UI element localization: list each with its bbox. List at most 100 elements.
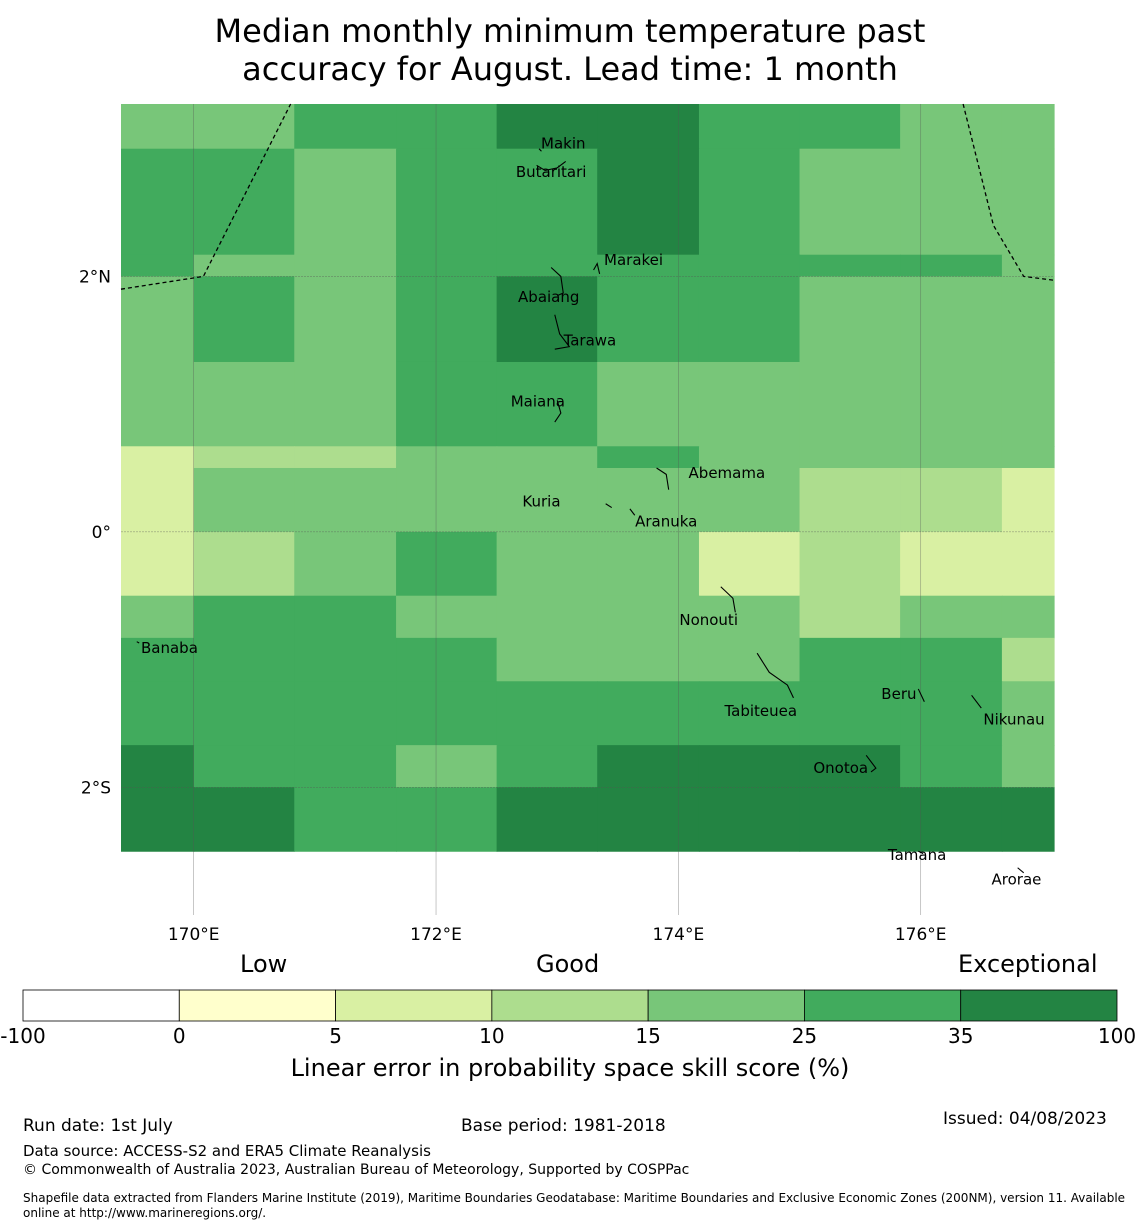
island-outline <box>971 694 982 709</box>
grid-cell <box>121 254 195 278</box>
legend-category-good: Good <box>536 950 600 978</box>
grid-cell <box>799 446 901 469</box>
base-period: Base period: 1981-2018 <box>461 1116 666 1136</box>
grid-cell <box>193 446 295 469</box>
grid-cell <box>597 446 700 469</box>
island-outline <box>865 755 877 773</box>
grid-cell <box>698 467 801 533</box>
grid-cell <box>193 148 295 256</box>
title-line-1: Median monthly minimum temperature past <box>214 12 926 50</box>
grid-cell <box>1001 531 1055 597</box>
island-outline <box>136 641 140 644</box>
grid-cell <box>799 148 901 256</box>
grid-cell <box>396 446 498 469</box>
grid-cell <box>193 361 295 447</box>
grid-cell <box>294 681 397 746</box>
grid-cell <box>1001 787 1055 852</box>
island-outline <box>656 467 670 490</box>
eez-boundaries <box>120 103 1055 290</box>
colorbar-tick-label: 5 <box>329 1024 342 1048</box>
grid-cell <box>1001 467 1055 533</box>
grid-cell <box>799 254 901 278</box>
grid-cell <box>698 148 801 256</box>
grid-cell <box>193 787 295 852</box>
grid-cell <box>900 254 1003 278</box>
grid-cell <box>294 446 397 469</box>
place-label: Abaiang <box>518 288 579 306</box>
grid-cell <box>294 595 397 639</box>
grid-cell <box>396 467 498 533</box>
grid-cell <box>597 104 700 150</box>
grid-cell <box>193 104 295 150</box>
grid-cell <box>1001 254 1055 278</box>
place-label: Kuria <box>522 492 560 510</box>
colorbar-tick-label: 10 <box>479 1024 505 1048</box>
place-label: Marakei <box>604 251 663 269</box>
grid-cell <box>121 467 195 533</box>
grid-cell <box>698 104 801 150</box>
grid-cell <box>597 531 700 597</box>
island-outline <box>1017 867 1025 874</box>
grid-cell <box>799 104 901 150</box>
grid-cell <box>597 595 700 639</box>
legend-category-exceptional: Exceptional <box>958 950 1098 978</box>
island-outline <box>629 508 636 516</box>
grid-cell <box>597 787 700 852</box>
grid-cell <box>294 361 397 447</box>
colorbar-swatch <box>335 989 493 1022</box>
colorbar-tick-label: -100 <box>0 1024 46 1048</box>
grid-cell <box>900 148 1003 256</box>
grid-cell <box>597 681 700 746</box>
grid-cell <box>900 637 1003 682</box>
grid-cell <box>294 531 397 597</box>
island-outline <box>536 161 567 171</box>
y-tick-label: 2°N <box>79 267 111 287</box>
grid-cell <box>396 148 498 256</box>
grid-cell <box>799 787 901 852</box>
map-title: Median monthly minimum temperature past … <box>0 12 1140 88</box>
grid-cell <box>799 745 901 788</box>
grid-cell <box>698 276 801 363</box>
grid-cell <box>496 595 598 639</box>
copyright: © Commonwealth of Australia 2023, Austra… <box>23 1162 690 1178</box>
place-label: Abemama <box>689 464 766 482</box>
grid-cell <box>193 745 295 788</box>
colorbar-tick-label: 0 <box>172 1024 186 1048</box>
island-outline <box>756 652 794 699</box>
grid-cell <box>121 276 195 363</box>
place-label: Tarawa <box>563 331 617 349</box>
grid-cell <box>121 745 195 788</box>
grid-cell <box>799 276 901 363</box>
grid-cell <box>496 148 598 256</box>
data-source: Data source: ACCESS-S2 and ERA5 Climate … <box>23 1142 431 1160</box>
grid-cell <box>799 637 901 682</box>
grid-cell <box>900 467 1003 533</box>
grid-cell <box>396 361 498 447</box>
place-label: Nonouti <box>679 611 738 629</box>
axis-ticks: 170°E 172°E 174°E 176°E 2°N 0° 2°S <box>79 267 947 945</box>
island-outline <box>593 262 601 274</box>
place-label: Tabiteuea <box>723 702 797 720</box>
grid-cell <box>799 681 901 746</box>
island-outline <box>554 314 571 350</box>
grid-cell <box>496 446 598 469</box>
grid-cell <box>193 276 295 363</box>
grid-cell <box>396 254 498 278</box>
grid-cell <box>900 361 1003 447</box>
x-tick-label: 172°E <box>410 925 462 945</box>
grid-cell <box>900 681 1003 746</box>
grid-cell <box>597 254 700 278</box>
grid-cell <box>1001 446 1055 469</box>
grid-cell <box>294 787 397 852</box>
island-outline <box>918 850 924 855</box>
grid-cell <box>121 637 195 682</box>
grid-cell <box>900 276 1003 363</box>
grid-cell <box>496 681 598 746</box>
grid-cells <box>121 104 1055 852</box>
grid-cell <box>396 276 498 363</box>
grid-cell <box>1001 681 1055 746</box>
place-label: Maiana <box>511 393 565 411</box>
grid-cell <box>396 531 498 597</box>
colorbar-swatch <box>647 989 805 1022</box>
grid-cell <box>1001 637 1055 682</box>
